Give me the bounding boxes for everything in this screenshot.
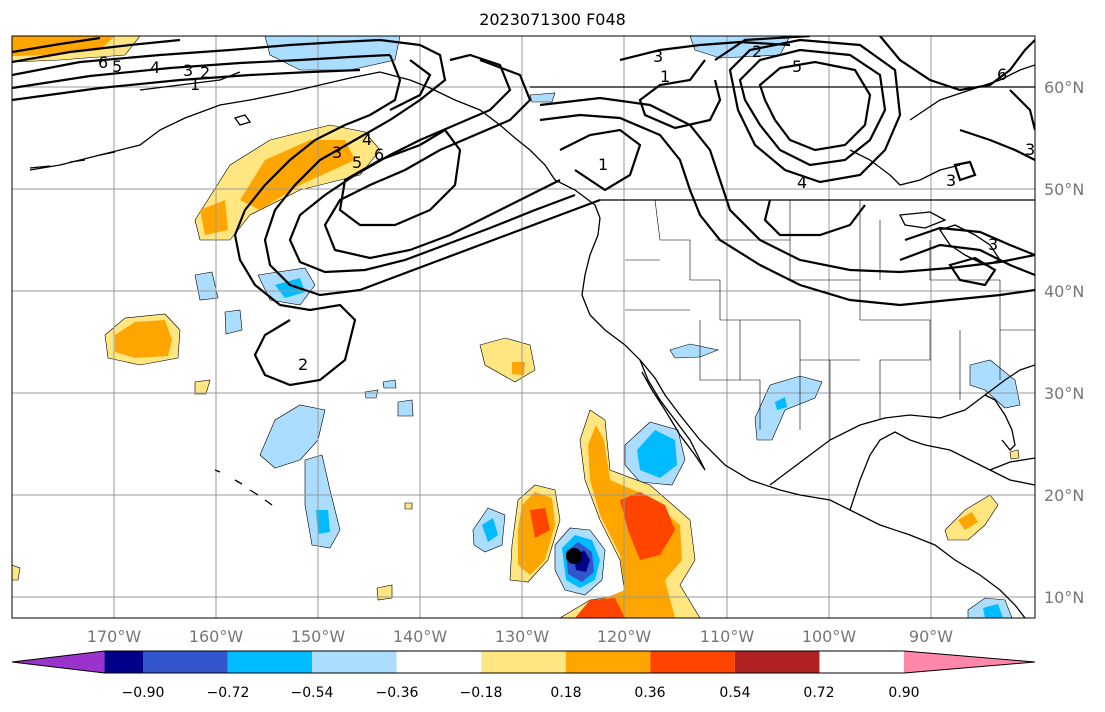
colorbar-tick-label: 0.18 — [550, 685, 581, 701]
lat-tick-label: 50°N — [1044, 180, 1084, 199]
graticule — [12, 36, 1035, 618]
map-title: 2023071300 F048 — [479, 10, 626, 29]
contour-lines — [12, 36, 1035, 387]
lon-tick-label: 100°W — [802, 627, 857, 646]
lon-tick-label: 110°W — [700, 627, 755, 646]
lon-tick-label: 150°W — [291, 627, 346, 646]
colorbar-segment — [396, 651, 482, 673]
map-border — [11, 35, 1036, 619]
colorbar-labels: −0.90 −0.72 −0.54 −0.36 −0.18 0.18 0.36 … — [122, 685, 920, 701]
lat-tick-label: 40°N — [1044, 282, 1084, 301]
colorbar — [11, 650, 1036, 674]
contour-label: 3 — [1025, 140, 1035, 159]
lat-tick-label: 20°N — [1044, 486, 1084, 505]
colorbar-segment — [104, 651, 143, 673]
colorbar-tick-label: −0.36 — [376, 685, 419, 701]
contour-label: 1 — [598, 155, 608, 174]
colorbar-segment — [143, 651, 228, 673]
colorbar-tick-label: 0.36 — [634, 685, 665, 701]
lon-tick-label: 170°W — [87, 627, 142, 646]
colorbar-segment — [650, 651, 735, 673]
lon-tick-label: 90°W — [909, 627, 953, 646]
lon-tick-label: 140°W — [393, 627, 448, 646]
lon-tick-label: 120°W — [597, 627, 652, 646]
contour-label: 5 — [352, 153, 362, 172]
colorbar-segment — [227, 651, 313, 673]
contour-label: 2 — [200, 63, 210, 82]
colorbar-segment — [734, 651, 820, 673]
lat-tick-label: 30°N — [1044, 384, 1084, 403]
contour-label: 6 — [997, 65, 1007, 84]
colorbar-segment — [312, 651, 397, 673]
contour-label: 2 — [298, 355, 308, 374]
contour-label: 6 — [98, 53, 108, 72]
colorbar-segment — [481, 651, 566, 673]
lon-tick-label: 160°W — [189, 627, 244, 646]
contour-label: 3 — [946, 171, 956, 190]
colorbar-tick-label: 0.54 — [719, 685, 750, 701]
contour-label: 4 — [797, 173, 807, 192]
latitude-labels: 60°N 50°N 40°N 30°N 20°N 10°N — [1044, 78, 1084, 607]
coastlines — [29, 64, 1035, 618]
contour-labels: 6 5 4 3 2 1 3 4 5 6 2 3 2 1 5 4 3 6 3 1 … — [98, 42, 1035, 374]
longitude-labels: 170°W 160°W 150°W 140°W 130°W 120°W 110°… — [87, 627, 953, 646]
lat-tick-label: 60°N — [1044, 78, 1084, 97]
contour-label: 1 — [660, 67, 670, 86]
colorbar-tick-label: −0.72 — [207, 685, 250, 701]
colorbar-outline — [11, 650, 1036, 674]
contour-label: 6 — [374, 145, 384, 164]
contour-label: 1 — [190, 75, 200, 94]
state-borders — [625, 199, 1035, 440]
contour-label: 3 — [988, 235, 998, 254]
colorbar-tick-label: 0.72 — [803, 685, 834, 701]
contour-label: 3 — [332, 143, 342, 162]
contour-label: 4 — [362, 130, 372, 149]
contour-label: 3 — [183, 61, 193, 80]
colorbar-tick-label: 0.90 — [888, 685, 919, 701]
colorbar-tick-label: −0.18 — [460, 685, 503, 701]
contour-label: 3 — [653, 47, 663, 66]
colorbar-tick-label: −0.54 — [291, 685, 334, 701]
colorbar-extend-min — [12, 651, 105, 673]
lat-tick-label: 10°N — [1044, 588, 1084, 607]
colorbar-segment — [565, 651, 651, 673]
contour-label: 5 — [792, 57, 802, 76]
colorbar-tick-label: −0.90 — [122, 685, 165, 701]
colorbar-extend-max — [904, 651, 1035, 673]
lon-tick-label: 130°W — [495, 627, 550, 646]
contour-label: 4 — [150, 58, 160, 77]
contour-label: 5 — [112, 57, 122, 76]
contour-label: 2 — [752, 42, 762, 61]
